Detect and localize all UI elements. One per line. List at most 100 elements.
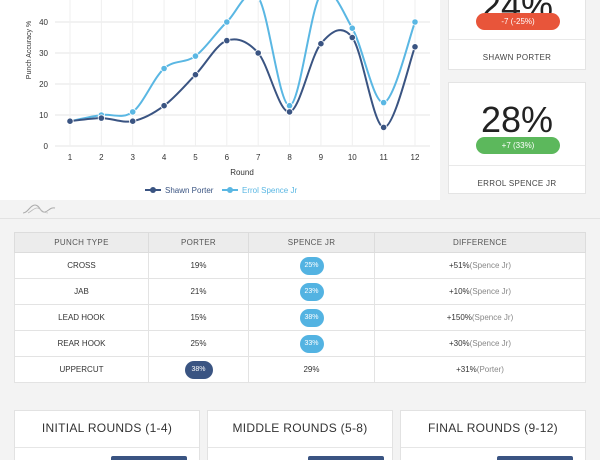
col-header-difference: DIFFERENCE [374, 232, 586, 253]
errol-spence-jr-point [191, 52, 200, 60]
porter-cell: 38% [148, 356, 249, 383]
errol-spence-jr-point [380, 99, 388, 107]
punch-type-label: CROSS [67, 261, 96, 270]
initial-rounds-title: INITIAL ROUNDS (1-4) [41, 421, 173, 435]
card-divider [208, 447, 392, 448]
table-row: CROSS 19% 25% +51%(Spence Jr) [14, 252, 586, 279]
errol-spence-jr-point [129, 108, 137, 116]
middle-rounds-card[interactable]: MIDDLE ROUNDS (5-8) [207, 410, 393, 460]
porter-cell: 19% [148, 252, 249, 279]
x-tick-label: 10 [348, 153, 357, 162]
difference-leader: (Spence Jr) [469, 261, 512, 270]
difference-value: +51% [448, 261, 470, 270]
shawn-porter-line [69, 29, 416, 129]
difference-value: +10% [448, 287, 470, 296]
table-row: REAR HOOK 25% 33% +30%(Spence Jr) [14, 330, 586, 357]
difference-value: +30% [448, 339, 470, 348]
col-header-spence: SPENCE JR [248, 232, 375, 253]
x-tick-label: 11 [379, 153, 388, 162]
x-tick-label: 3 [131, 153, 136, 162]
x-tick-label: 7 [256, 153, 261, 162]
shawn-porter-point [129, 117, 137, 125]
x-tick-label: 12 [411, 153, 420, 162]
card-divider [449, 39, 585, 40]
shawn-porter-point [411, 43, 419, 51]
punch-type-cell: JAB [14, 278, 149, 305]
difference-leader: (Spence Jr) [471, 313, 514, 322]
porter-value-badge: 38% [184, 360, 213, 379]
spence-value-badge: 38% [299, 308, 324, 327]
errol-spence-jr-legend-marker [227, 187, 233, 193]
card-divider [401, 447, 585, 448]
col-header-punch-type: PUNCH TYPE [14, 232, 149, 253]
x-tick-label: 5 [193, 153, 198, 162]
shawn-porter-point [191, 71, 200, 79]
shawn-porter-legend-label: Shawn Porter [165, 186, 214, 195]
logo-swirl-icon [22, 204, 56, 214]
difference-cell: +51%(Spence Jr) [374, 252, 586, 279]
shawn-porter-point [348, 33, 356, 42]
final-rounds-card[interactable]: FINAL ROUNDS (9-12) [400, 410, 586, 460]
table-row: JAB 21% 23% +10%(Spence Jr) [14, 278, 586, 305]
porter-cell: 25% [148, 330, 249, 357]
porter-cell: 21% [148, 278, 249, 305]
errol-spence-jr-point [160, 64, 168, 73]
porter-change-badge: -7 (-25%) [476, 13, 560, 30]
punch-type-cell: UPPERCUT [14, 356, 149, 383]
difference-cell: +150%(Spence Jr) [374, 304, 586, 331]
y-tick-label: 40 [39, 18, 48, 27]
spence-cell: 25% [248, 252, 375, 279]
shawn-porter-point [160, 102, 168, 110]
card-divider [15, 447, 199, 448]
porter-accuracy-card: 24% -7 (-25%) SHAWN PORTER [448, 0, 586, 70]
shawn-porter-point [97, 114, 105, 122]
initial-rounds-bar [111, 456, 187, 460]
shawn-porter-point [285, 108, 294, 116]
x-tick-label: 8 [287, 153, 292, 162]
x-tick-label: 6 [225, 153, 230, 162]
difference-cell: +10%(Spence Jr) [374, 278, 586, 305]
spence-accuracy-card: 28% +7 (33%) ERROL SPENCE JR [448, 82, 586, 194]
table-header-row: PUNCH TYPE PORTER SPENCE JR DIFFERENCE [14, 232, 586, 253]
y-axis-title: Punch Accuracy % [26, 21, 33, 79]
spence-name-label: ERROL SPENCE JR [477, 179, 557, 188]
y-tick-label: 10 [39, 111, 48, 120]
errol-spence-jr-point [285, 102, 294, 110]
porter-name-label: SHAWN PORTER [482, 53, 552, 62]
spence-value-badge: 23% [299, 282, 324, 301]
punch-type-table: PUNCH TYPE PORTER SPENCE JR DIFFERENCE C… [14, 232, 586, 383]
errol-spence-jr-point [223, 18, 231, 26]
middle-rounds-title: MIDDLE ROUNDS (5-8) [232, 421, 368, 435]
difference-cell: +30%(Spence Jr) [374, 330, 586, 357]
final-rounds-bar [497, 456, 573, 460]
shawn-porter-point [223, 36, 231, 45]
spence-value-badge: 33% [299, 334, 324, 353]
spence-value: 29% [303, 365, 320, 374]
errol-spence-jr-legend-label: Errol Spence Jr [242, 186, 297, 195]
punch-type-label: UPPERCUT [59, 365, 104, 374]
errol-spence-jr-point [348, 24, 356, 32]
spence-change-badge: +7 (33%) [476, 137, 560, 154]
shawn-porter-point [254, 49, 262, 57]
spence-cell: 29% [248, 356, 375, 383]
porter-value: 19% [190, 261, 207, 270]
x-axis-title: Round [230, 168, 254, 177]
initial-rounds-card[interactable]: INITIAL ROUNDS (1-4) [14, 410, 200, 460]
errol-spence-jr-line [69, 0, 416, 123]
y-tick-label: 0 [44, 142, 49, 151]
punch-accuracy-chart: 0 10 20 30 40 1 2 3 4 5 6 7 8 9 10 11 12 Round Punch Accur… [0, 0, 440, 200]
errol-spence-jr-point [411, 18, 419, 26]
shawn-porter-point [380, 123, 388, 132]
col-header-porter: PORTER [148, 232, 249, 253]
porter-value: 25% [190, 339, 207, 348]
difference-value: +150% [446, 313, 472, 322]
punch-type-label: LEAD HOOK [58, 313, 105, 322]
card-divider [449, 165, 585, 166]
x-tick-label: 1 [68, 153, 73, 162]
punch-type-label: REAR HOOK [57, 339, 106, 348]
x-tick-label: 9 [319, 153, 324, 162]
porter-value: 21% [190, 287, 207, 296]
difference-leader: (Porter) [476, 365, 504, 374]
spence-cell: 38% [248, 304, 375, 331]
